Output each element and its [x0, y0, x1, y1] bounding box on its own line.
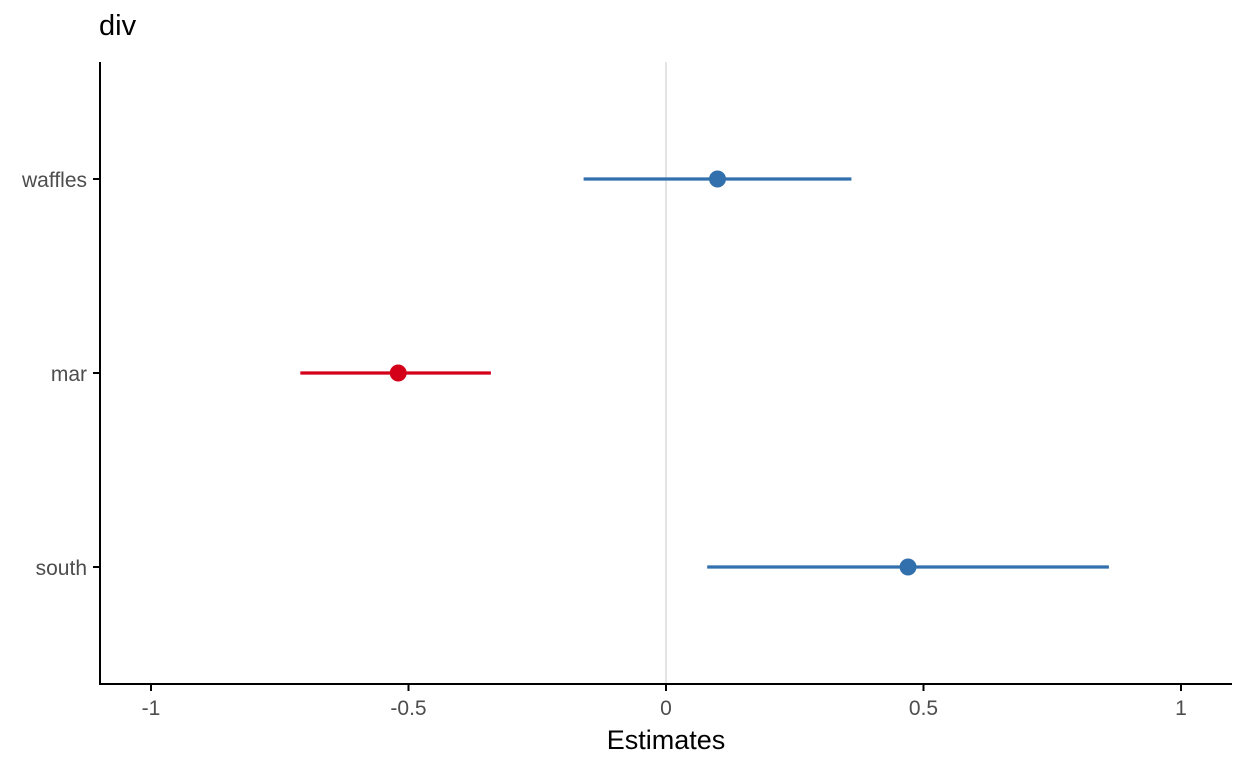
x-tick-label: -0.5	[390, 697, 426, 720]
y-tick-label: south	[36, 557, 87, 580]
chart-title: div	[99, 10, 137, 42]
y-tick-label: mar	[51, 363, 87, 386]
x-tick-label: 0	[660, 697, 672, 720]
x-tick-label: 1	[1175, 697, 1187, 720]
estimate-point	[389, 364, 407, 382]
y-tick-label: waffles	[21, 169, 87, 192]
x-axis-label: Estimates	[607, 725, 726, 755]
estimate-marks	[300, 170, 1109, 576]
axes: -1 -0.5 0 0.5 1 waffles mar south	[21, 62, 1232, 720]
estimate-point	[709, 170, 726, 188]
x-tick-label: 0.5	[909, 697, 938, 720]
x-tick-label: -1	[142, 697, 161, 720]
estimate-point	[899, 558, 917, 576]
